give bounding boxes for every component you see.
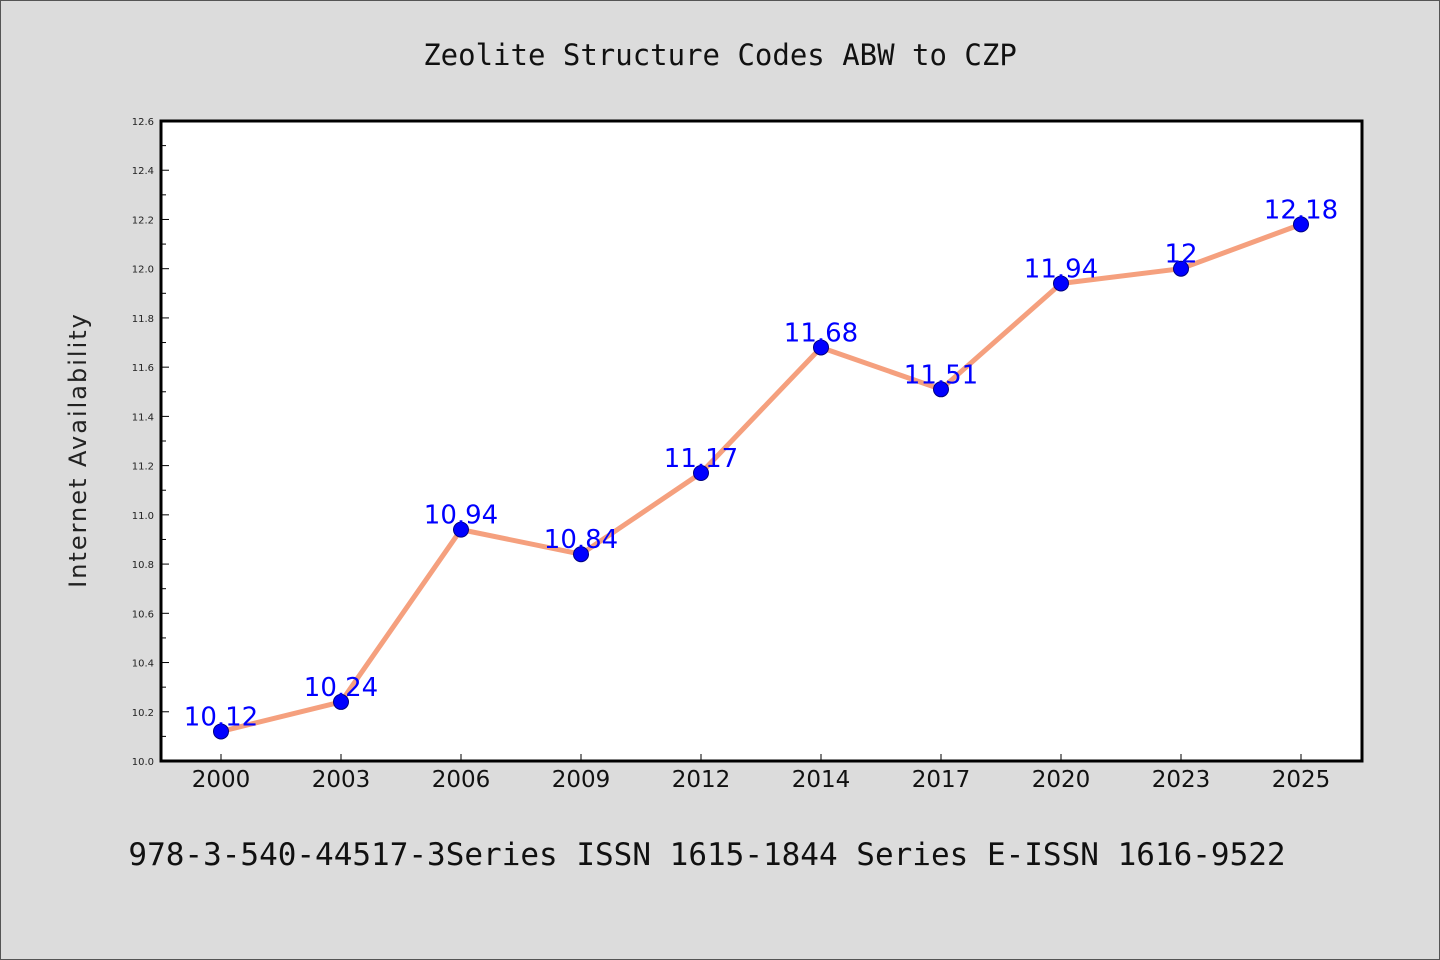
- y-tick-label: 10.8: [132, 560, 154, 571]
- x-tick-label: 2020: [1032, 767, 1091, 793]
- x-tick-label: 2006: [432, 767, 491, 793]
- y-tick-label: 11.2: [132, 462, 154, 473]
- data-point: [933, 381, 949, 398]
- y-tick-label: 10.2: [132, 708, 154, 719]
- data-label: 10.12: [184, 702, 258, 732]
- x-tick-label: 2014: [792, 767, 851, 793]
- y-tick-label: 12.4: [132, 166, 154, 177]
- x-tick-label: 2017: [912, 767, 971, 793]
- y-axis-label: Internet Availability: [64, 312, 92, 588]
- plot-frame: [159, 119, 1364, 763]
- y-tick-label: 10.4: [132, 659, 154, 670]
- data-point: [453, 521, 469, 538]
- data-point: [813, 339, 829, 356]
- x-tick-label: 2000: [192, 767, 251, 793]
- y-tick-label: 10.0: [132, 757, 154, 768]
- data-point: [213, 723, 229, 740]
- data-point: [573, 546, 589, 563]
- series-layer: [213, 216, 1309, 740]
- data-point: [1293, 216, 1309, 233]
- y-axis-ticks: 10.0 10.2 10.4 10.6 10.8 11.0 11.2 11.4 11.6 11.8…: [132, 117, 169, 768]
- x-tick-label: 2012: [672, 767, 731, 793]
- x-tick-label: 2003: [312, 767, 371, 793]
- y-tick-label: 11.4: [132, 412, 154, 423]
- x-tick-label: 2009: [552, 767, 611, 793]
- y-tick-label: 11.0: [132, 511, 154, 522]
- y-tick-label: 11.6: [132, 363, 154, 374]
- y-tick-label: 12.6: [132, 117, 154, 128]
- data-point: [1173, 260, 1189, 277]
- x-tick-label: 2023: [1152, 767, 1211, 793]
- data-label: 10.84: [544, 525, 618, 555]
- data-label: 11.17: [664, 444, 738, 474]
- data-label: 10.24: [304, 673, 378, 703]
- data-label: 11.94: [1024, 254, 1098, 284]
- data-label: 11.68: [784, 318, 858, 348]
- chart-title: Zeolite Structure Codes ABW to CZP: [423, 38, 1017, 72]
- y-tick-label: 11.8: [132, 314, 154, 325]
- data-label: 11.51: [904, 360, 978, 390]
- data-label: 12: [1164, 240, 1197, 270]
- x-tick-label: 2025: [1272, 767, 1331, 793]
- data-point: [1053, 275, 1069, 292]
- plot-area: [161, 121, 1362, 761]
- y-tick-label: 12.0: [132, 265, 154, 276]
- x-axis-ticks: 2000 2003 2006 2009 2012 2014 2017 2020 2023 2025: [192, 754, 1331, 793]
- y-tick-label: 10.6: [132, 609, 154, 620]
- data-labels-layer: 10.12 10.24 10.94 10.84 11.17 11.68 11.51 11.94…: [184, 195, 1338, 732]
- series-line: [218, 221, 1304, 734]
- data-label: 12.18: [1264, 195, 1338, 225]
- data-point: [693, 465, 709, 481]
- y-tick-label: 12.2: [132, 215, 154, 226]
- data-point: [333, 693, 349, 710]
- data-label: 10.94: [424, 501, 498, 531]
- footer-isbn-text: 978-3-540-44517-3Series ISSN 1615-1844 S…: [128, 837, 1285, 873]
